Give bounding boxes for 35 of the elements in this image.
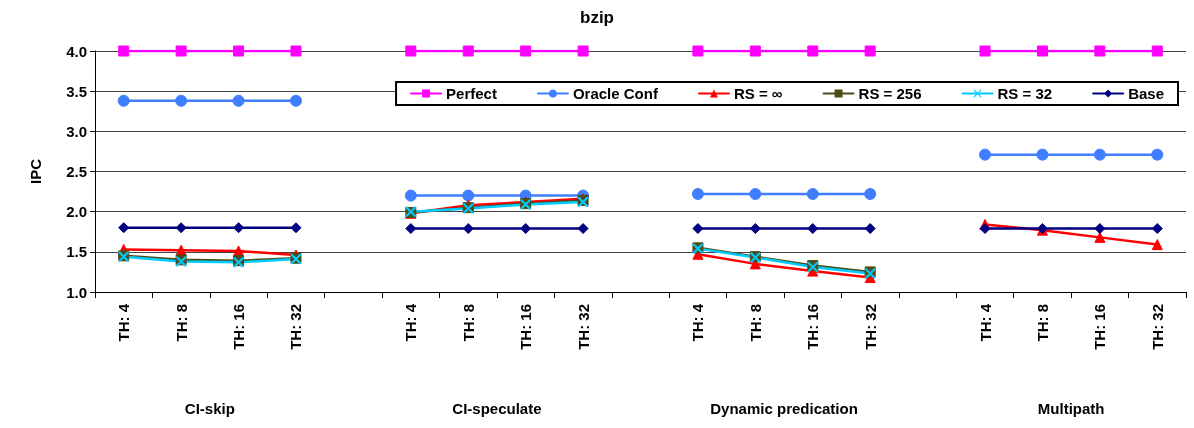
text: Dynamic predication bbox=[710, 399, 858, 417]
x-tick-label: TH: 8 bbox=[459, 304, 477, 342]
x-tick-label: TH: 32 bbox=[287, 304, 305, 350]
x-tick-label: TH: 32 bbox=[861, 304, 879, 350]
x-tick-label: TH: 8 bbox=[1033, 304, 1051, 342]
y-axis-title: IPC bbox=[27, 158, 44, 185]
legend-label: Oracle Conf bbox=[572, 85, 659, 102]
x-tick-label: TH: 16 bbox=[230, 304, 248, 350]
x-tick-label: TH: 4 bbox=[402, 303, 420, 342]
y-tick-label: 3.5 bbox=[66, 82, 87, 100]
y-tick-label: 2.5 bbox=[66, 163, 87, 180]
y-tick-label: 2.0 bbox=[66, 203, 87, 221]
y-tick-label: 4.0 bbox=[66, 42, 87, 60]
x-tick-label: TH: 4 bbox=[976, 303, 994, 342]
y-tick-label: 3.0 bbox=[66, 122, 87, 140]
y-tick-label: 1.0 bbox=[66, 283, 87, 301]
legend-label: RS = 256 bbox=[858, 85, 922, 102]
x-tick-label: TH: 4 bbox=[115, 303, 133, 342]
chart-title: bzip bbox=[580, 8, 614, 27]
x-tick-label: TH: 16 bbox=[1091, 304, 1109, 350]
x-tick-label: TH: 8 bbox=[746, 304, 764, 342]
x-tick-label: TH: 8 bbox=[172, 304, 190, 342]
x-tick-label: TH: 32 bbox=[1148, 304, 1166, 350]
legend-label: Base bbox=[1128, 85, 1164, 102]
text: CI-speculate bbox=[452, 399, 542, 417]
x-tick-label: TH: 16 bbox=[517, 304, 535, 350]
legend-label: Perfect bbox=[446, 85, 497, 102]
x-tick-label: TH: 16 bbox=[804, 304, 822, 350]
x-tick-label: TH: 32 bbox=[574, 304, 592, 350]
legend-label: RS = ∞ bbox=[733, 85, 783, 102]
text: Multipath bbox=[1037, 399, 1105, 417]
y-tick-label: 1.5 bbox=[66, 243, 87, 261]
text: CI-skip bbox=[184, 399, 235, 417]
legend-label: RS = 32 bbox=[997, 85, 1053, 102]
x-tick-label: TH: 4 bbox=[689, 303, 707, 342]
